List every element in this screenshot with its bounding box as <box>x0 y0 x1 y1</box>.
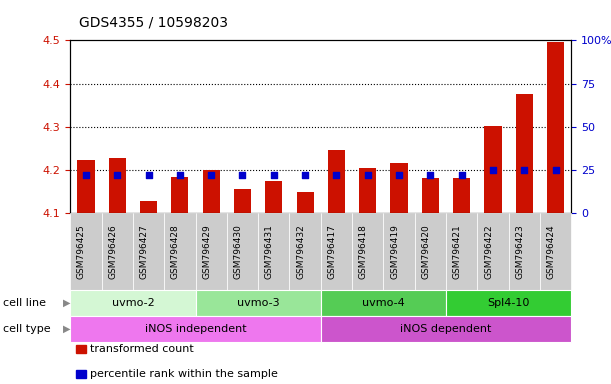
Text: cell type: cell type <box>3 324 51 334</box>
Text: GSM796425: GSM796425 <box>77 224 86 279</box>
Point <box>175 172 185 178</box>
Point <box>363 172 373 178</box>
Bar <box>328 151 345 213</box>
Point <box>238 172 247 178</box>
Text: GSM796424: GSM796424 <box>547 224 555 279</box>
Text: uvmo-3: uvmo-3 <box>237 298 279 308</box>
Text: GSM796431: GSM796431 <box>265 224 274 279</box>
Bar <box>171 177 188 213</box>
Text: GSM796432: GSM796432 <box>296 224 305 279</box>
Text: percentile rank within the sample: percentile rank within the sample <box>90 369 278 379</box>
Point <box>112 172 122 178</box>
Bar <box>234 189 251 213</box>
Text: GSM796421: GSM796421 <box>453 224 462 279</box>
Text: cell line: cell line <box>3 298 46 308</box>
Point <box>207 172 216 178</box>
Bar <box>296 192 313 213</box>
Text: transformed count: transformed count <box>90 344 194 354</box>
Text: GSM796420: GSM796420 <box>422 224 430 279</box>
Point <box>269 172 279 178</box>
Bar <box>359 168 376 213</box>
Point <box>519 167 529 173</box>
Bar <box>265 181 282 213</box>
Text: GSM796429: GSM796429 <box>202 224 211 279</box>
Text: GSM796428: GSM796428 <box>171 224 180 279</box>
Bar <box>390 164 408 213</box>
Bar <box>516 94 533 213</box>
Text: GSM796423: GSM796423 <box>515 224 524 279</box>
Bar <box>453 178 470 213</box>
Bar <box>140 201 157 213</box>
Text: iNOS dependent: iNOS dependent <box>400 324 492 334</box>
Point <box>394 172 404 178</box>
Text: uvmo-4: uvmo-4 <box>362 298 404 308</box>
Point <box>551 167 560 173</box>
Point <box>300 172 310 178</box>
Bar <box>422 178 439 213</box>
Text: GSM796419: GSM796419 <box>390 224 399 279</box>
Text: GSM796422: GSM796422 <box>484 224 493 279</box>
Point <box>144 172 153 178</box>
Text: ▶: ▶ <box>63 298 70 308</box>
Bar <box>547 43 564 213</box>
Text: iNOS independent: iNOS independent <box>145 324 246 334</box>
Bar <box>109 158 126 213</box>
Text: GSM796417: GSM796417 <box>327 224 337 279</box>
Point <box>425 172 435 178</box>
Point <box>488 167 498 173</box>
Point <box>332 172 342 178</box>
Text: GSM796430: GSM796430 <box>233 224 243 279</box>
Bar <box>203 170 220 213</box>
Bar <box>78 161 95 213</box>
Text: Spl4-10: Spl4-10 <box>488 298 530 308</box>
Text: uvmo-2: uvmo-2 <box>112 298 154 308</box>
Text: ▶: ▶ <box>63 324 70 334</box>
Point <box>81 172 91 178</box>
Text: GSM796418: GSM796418 <box>359 224 368 279</box>
Text: GDS4355 / 10598203: GDS4355 / 10598203 <box>79 15 229 29</box>
Text: GSM796427: GSM796427 <box>139 224 148 279</box>
Text: GSM796426: GSM796426 <box>108 224 117 279</box>
Point <box>457 172 467 178</box>
Bar <box>485 126 502 213</box>
